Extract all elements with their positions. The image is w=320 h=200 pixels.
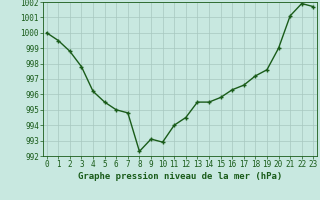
X-axis label: Graphe pression niveau de la mer (hPa): Graphe pression niveau de la mer (hPa) <box>78 172 282 181</box>
